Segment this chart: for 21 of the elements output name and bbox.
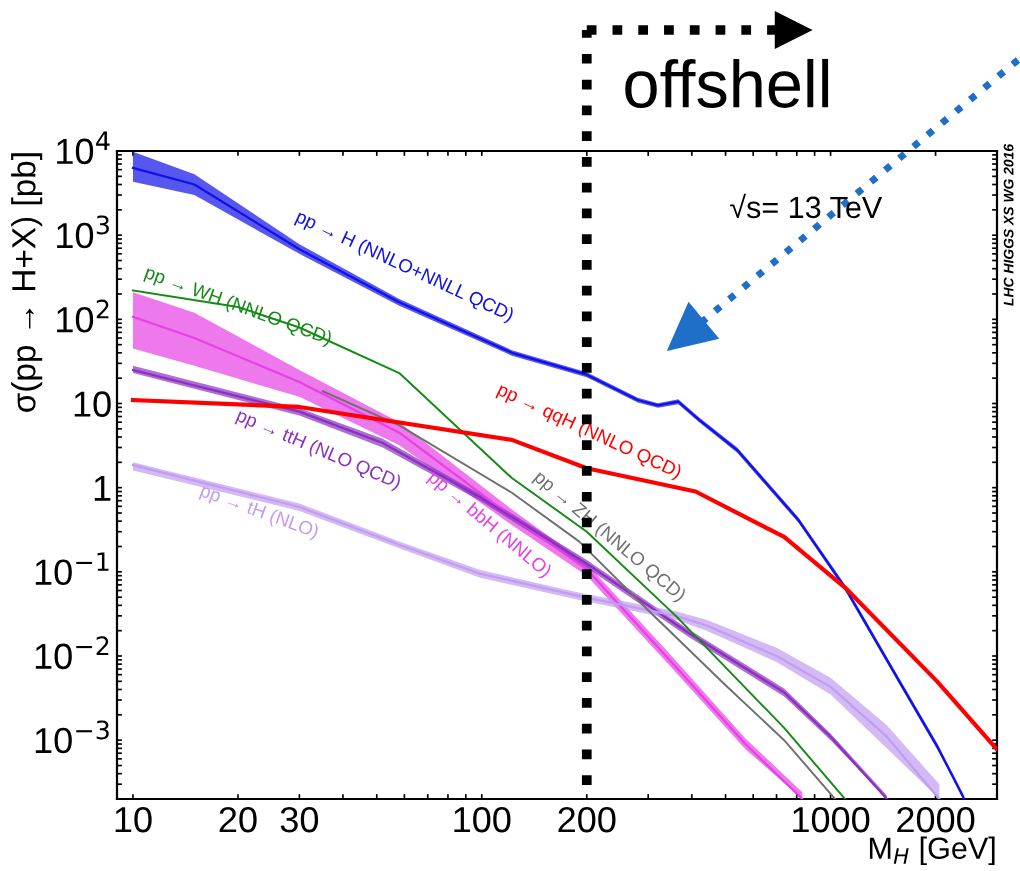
text: pp → ttH (NLO QCD) <box>234 407 403 493</box>
y-tick-label: 10$^{−1}$ <box>35 552 109 586</box>
x-axis-title: M$_{H}$ [GeV] <box>869 836 995 866</box>
annotation: √s= 13 TeV <box>730 193 883 219</box>
y-tick-label: 10$^{−3}$ <box>35 720 109 754</box>
x-tick-label: 2000 <box>897 806 975 833</box>
x-tick-label: 1000 <box>793 806 870 833</box>
y-tick-label: 10$^{−2}$ <box>35 636 109 670</box>
y-axis-title: σ(pp → H+X) [pb] <box>11 153 43 412</box>
x-tick-label: 200 <box>558 806 616 833</box>
text: LHC HIGGS XS WG 2016 <box>1003 143 1014 306</box>
y-tick-label: 10$^{2}$ <box>57 299 109 333</box>
x-tick-label: 100 <box>454 806 511 833</box>
y-tick-label: 10$^{4}$ <box>57 131 110 165</box>
x-tick-label: 10 <box>115 806 152 833</box>
y-tick-label: 10$^{3}$ <box>57 215 109 249</box>
x-tick-label: 30 <box>280 806 319 833</box>
x-tick-label: 20 <box>219 806 257 833</box>
ref-line-label: offshell <box>625 58 829 108</box>
y-tick-label: 1 <box>94 475 111 501</box>
y-tick-label: 10 <box>74 391 111 417</box>
